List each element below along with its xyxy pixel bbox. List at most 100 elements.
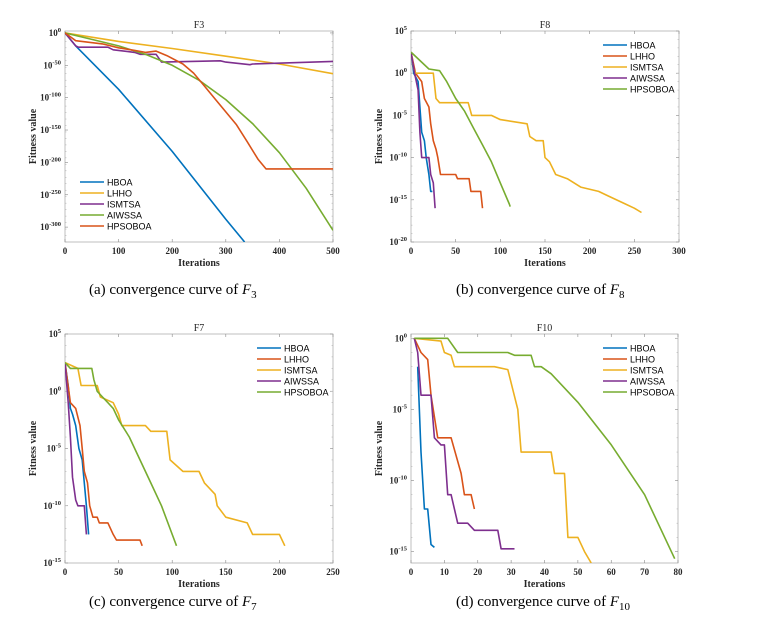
series-line-lhho (65, 32, 333, 75)
y-axis-title: Fitness value (28, 108, 39, 164)
y-tick-label: 10-5 (47, 443, 62, 454)
series-line-aiwssa (411, 51, 436, 209)
series-line-hboa (416, 366, 435, 549)
caption-b-fn: F (609, 282, 619, 298)
legend-label: ISMTSA (107, 200, 141, 210)
y-axis-title: Fitness value (28, 420, 39, 476)
legend-label: HPSOBOA (107, 222, 152, 232)
y-tick-label: 10-100 (40, 92, 61, 103)
caption-c-fn: F (241, 594, 252, 610)
series-line-lhho (413, 337, 476, 510)
x-tick-label: 50 (573, 567, 583, 577)
y-axis-title: Fitness value (374, 108, 385, 164)
caption-d-fn: F (609, 594, 619, 610)
legend-label: HPSOBOA (630, 388, 675, 398)
caption-a-fn: F (241, 282, 252, 298)
x-tick-label: 80 (674, 567, 684, 577)
caption-a: (a) convergence curve of F3 (89, 282, 257, 301)
caption-b-sub: 8 (618, 289, 625, 301)
chart-f3: 0 100 200 300 400 500 100 10-50 10-100 10-150 10-2… (28, 20, 340, 269)
caption-b: (b) convergence curve of F8 (456, 282, 624, 301)
legend-label: LHHO (107, 189, 132, 199)
caption-c-sub: 7 (251, 601, 257, 613)
y-tick-label: 10-15 (389, 546, 407, 557)
legend-label: LHHO (630, 355, 655, 365)
x-tick-label: 100 (494, 246, 508, 256)
legend-label: AIWSSA (284, 377, 319, 387)
series-line-ismtsa (411, 51, 642, 214)
y-tick-label: 10-20 (389, 236, 407, 247)
series-line-ismtsa (65, 32, 333, 66)
y-tick-label: 105 (395, 25, 408, 36)
x-tick-label: 300 (219, 246, 233, 256)
plot-title: F8 (540, 20, 551, 31)
y-tick-label: 10-15 (389, 194, 407, 205)
plot-title: F10 (537, 323, 553, 334)
x-tick-label: 250 (326, 567, 340, 577)
series-group (413, 337, 676, 563)
y-tick-label: 100 (395, 67, 407, 78)
series-line-aiwssa (413, 338, 515, 550)
x-axis-title: Iterations (178, 258, 220, 269)
y-tick-label: 10-250 (40, 189, 61, 200)
series-line-hpsoboa (65, 32, 333, 170)
x-tick-label: 250 (628, 246, 642, 256)
x-tick-label: 60 (607, 567, 617, 577)
y-tick-label: 10-5 (393, 109, 408, 120)
x-tick-label: 30 (507, 567, 517, 577)
legend-label: AIWSSA (630, 377, 665, 387)
caption-b-prefix: (b) convergence curve of (456, 282, 610, 298)
y-tick-label: 100 (49, 385, 61, 396)
y-tick-label: 105 (49, 328, 62, 339)
legend-label: ISMTSA (630, 63, 664, 73)
y-tick-label: 10-15 (43, 557, 61, 568)
caption-d-prefix: (d) convergence curve of (456, 594, 610, 610)
caption-c: (c) convergence curve of F7 (89, 594, 257, 613)
legend-label: HBOA (284, 344, 310, 354)
series-line-hpsoboa (65, 362, 178, 547)
x-tick-label: 100 (165, 567, 179, 577)
y-tick-label: 10-10 (389, 152, 407, 163)
x-tick-label: 0 (63, 567, 68, 577)
x-tick-label: 70 (640, 567, 650, 577)
caption-a-prefix: (a) convergence curve of (89, 282, 242, 298)
legend-label: AIWSSA (107, 211, 142, 221)
x-tick-label: 50 (114, 567, 124, 577)
x-tick-label: 300 (672, 246, 686, 256)
caption-c-prefix: (c) convergence curve of (89, 594, 242, 610)
x-axis-title: Iterations (524, 579, 566, 590)
x-tick-label: 500 (326, 246, 340, 256)
chart-f7: 0 50 100 150 200 250 105 100 10-5 10-10 10-15 F7 Ite… (28, 323, 340, 590)
x-tick-label: 200 (273, 567, 287, 577)
series-line-aiwssa (65, 362, 88, 535)
x-tick-label: 40 (540, 567, 550, 577)
y-tick-label: 10-300 (40, 221, 61, 232)
x-axis-title: Iterations (178, 579, 220, 590)
x-tick-label: 0 (63, 246, 68, 256)
y-tick-label: 10-50 (43, 59, 61, 70)
y-tick-label: 10-5 (393, 403, 408, 414)
caption-d: (d) convergence curve of F10 (456, 594, 630, 613)
y-tick-label: 100 (395, 332, 407, 343)
legend-label: HBOA (630, 344, 656, 354)
y-tick-label: 10-10 (43, 500, 61, 511)
x-tick-label: 150 (538, 246, 552, 256)
series-line-hpsoboa (411, 51, 511, 207)
series-line-ismtsa (414, 337, 592, 563)
legend-label: HBOA (630, 41, 656, 51)
y-tick-label: 10-150 (40, 124, 61, 135)
x-tick-label: 0 (409, 567, 414, 577)
caption-a-sub: 3 (251, 289, 257, 301)
legend-label: HBOA (107, 178, 133, 188)
x-tick-label: 200 (165, 246, 179, 256)
y-tick-label: 10-10 (389, 475, 407, 486)
series-line-lhho (411, 51, 484, 209)
legend-label: ISMTSA (284, 366, 318, 376)
plot-title: F3 (194, 20, 205, 31)
x-tick-label: 200 (583, 246, 597, 256)
x-tick-label: 50 (451, 246, 461, 256)
